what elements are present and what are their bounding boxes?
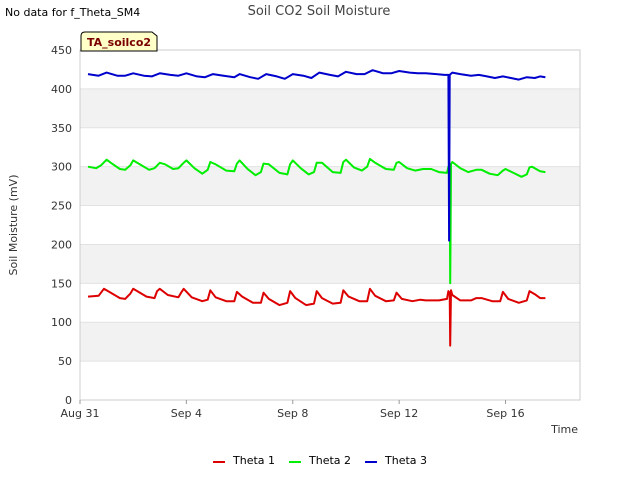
legend-label: Theta 3 — [384, 454, 427, 467]
y-tick-label: 150 — [51, 277, 72, 290]
legend-label: Theta 1 — [232, 454, 275, 467]
y-tick-label: 0 — [65, 394, 72, 407]
series-line-theta-2 — [87, 157, 546, 285]
series-line-theta-1 — [87, 287, 546, 347]
y-tick-label: 400 — [51, 83, 72, 96]
y-tick-label: 300 — [51, 161, 72, 174]
x-tick-label: Sep 4 — [171, 407, 202, 420]
legend-item-theta-1: Theta 1 — [213, 454, 275, 467]
y-axis-title: Soil Moisture (mV) — [7, 175, 20, 276]
legend-label: Theta 2 — [308, 454, 351, 467]
grid-band — [80, 244, 580, 284]
y-tick-label: 350 — [51, 122, 72, 135]
x-axis-ticks: Aug 31 Sep 4 Sep 8 Sep 12 Sep 16 — [61, 400, 525, 420]
x-axis-title: Time — [550, 423, 578, 436]
y-tick-label: 250 — [51, 200, 72, 213]
grid-bands — [80, 88, 580, 362]
legend-item-theta-2: Theta 2 — [289, 454, 351, 467]
no-data-notice: No data for f_Theta_SM4 — [5, 6, 141, 19]
grid-band — [80, 322, 580, 362]
y-tick-label: 100 — [51, 316, 72, 329]
y-tick-label: 200 — [51, 238, 72, 251]
plot-frame — [79, 49, 581, 401]
legend: Theta 1 Theta 2 Theta 3 — [213, 454, 427, 467]
legend-item-theta-3: Theta 3 — [365, 454, 427, 467]
grid-band — [80, 166, 580, 206]
y-tick-label: 50 — [58, 355, 72, 368]
badge-label: TA_soilco2 — [87, 36, 151, 49]
grid-band — [80, 88, 580, 128]
x-tick-label: Sep 12 — [380, 407, 418, 420]
series-line-theta-3 — [87, 69, 546, 242]
y-tick-label: 450 — [51, 44, 72, 57]
chart-title: Soil CO2 Soil Moisture — [248, 4, 391, 19]
x-tick-label: Aug 31 — [61, 407, 100, 420]
badge-shape — [80, 31, 158, 52]
x-tick-label: Sep 16 — [486, 407, 524, 420]
series-lines — [87, 69, 546, 347]
badge: TA_soilco2 — [80, 31, 158, 52]
x-tick-label: Sep 8 — [277, 407, 308, 420]
y-axis-ticks: 0 50 100 150 200 250 300 350 400 450 — [51, 44, 72, 407]
